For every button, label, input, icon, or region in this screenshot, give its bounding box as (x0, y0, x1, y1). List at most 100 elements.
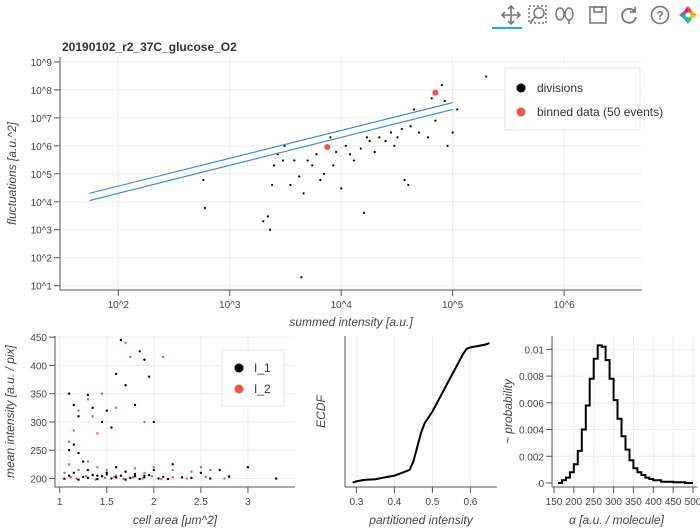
division-point (302, 192, 305, 195)
x-tick-label: 1 (57, 497, 63, 508)
x-tick-label: 0.3 (349, 497, 363, 508)
reset-icon[interactable] (618, 4, 640, 26)
I_1-point (133, 403, 137, 407)
I_2-point (124, 341, 127, 344)
legend-I_2-label: I_2 (254, 382, 271, 396)
help-icon[interactable]: ? (649, 4, 671, 26)
I_1-point (209, 477, 212, 480)
I_1-point (143, 476, 146, 479)
division-point (266, 215, 269, 218)
I_2-point (84, 475, 88, 478)
I_2-point (94, 478, 97, 481)
I_1-point (110, 477, 113, 480)
I_2-point (113, 475, 116, 479)
I_2-point (75, 477, 78, 480)
division-point (384, 139, 387, 143)
I_1-point (114, 466, 118, 469)
legend-I_1-label: I_1 (254, 361, 271, 375)
I_2-point (185, 477, 188, 480)
y-tick-label: 10^1 (31, 282, 53, 293)
x-axis-label: summed intensity [a.u.] (289, 315, 413, 329)
x-tick-label: 0.5 (425, 497, 439, 508)
I_2-point (86, 460, 90, 463)
wheel-zoom-icon[interactable] (554, 4, 576, 26)
division-point (298, 175, 301, 178)
I_1-point (162, 475, 165, 479)
x-axis-label: partitioned intensity (368, 513, 473, 527)
move-arrows-icon[interactable] (500, 4, 522, 26)
I_1-point (143, 474, 146, 477)
legend-I_2-marker (234, 384, 244, 394)
I_2-point (96, 466, 99, 469)
I_1-point (119, 338, 123, 342)
histogram-line (558, 344, 693, 484)
box-zoom-icon[interactable] (527, 4, 549, 26)
I_2-point (96, 432, 99, 435)
division-point (430, 97, 433, 100)
I_1-point (138, 477, 141, 481)
I_1-point (124, 478, 127, 481)
I_2-point (209, 468, 212, 472)
division-point (403, 178, 406, 182)
division-point (446, 144, 449, 147)
division-point (365, 136, 368, 139)
division-point (393, 144, 396, 147)
I_1-point (100, 475, 104, 478)
I_2-point (69, 476, 73, 479)
x-tick-label: 2 (151, 497, 157, 508)
I_2-point (63, 471, 66, 475)
y-tick-label: 10^6 (31, 142, 53, 153)
y-tick-label: 10^5 (31, 170, 53, 181)
scatter-legend: I_1 I_2 (221, 349, 285, 407)
I_1-point (77, 415, 80, 418)
I_1-point (72, 471, 76, 475)
I_1-point (105, 471, 108, 475)
I_2-point (105, 468, 108, 472)
I_2-point (133, 467, 137, 470)
x-tick-label: 10^4 (330, 300, 352, 311)
division-point (322, 172, 326, 175)
x-tick-label: 10^2 (108, 300, 130, 311)
I_1-point (67, 449, 71, 452)
I_2-point (171, 468, 174, 472)
legend-binned-marker (516, 107, 526, 117)
division-point (315, 153, 318, 156)
I_1-point (129, 476, 132, 480)
I_2-point (131, 476, 135, 479)
save-icon[interactable] (587, 4, 609, 26)
I_2-point (204, 475, 207, 479)
x-tick-label: 2.5 (194, 497, 208, 508)
I_1-point (166, 477, 170, 481)
y-axis-label: ~ probability (501, 378, 515, 444)
I_2-point (199, 466, 203, 469)
legend-binned-label: binned data (50 events) (537, 105, 663, 119)
I_1-point (96, 474, 99, 477)
division-point (281, 159, 285, 162)
I_1-point (138, 350, 141, 353)
I_1-point (152, 468, 156, 472)
y-tick-label: 10^9 (31, 58, 53, 69)
I_1-point (190, 476, 193, 480)
bokeh-logo-icon[interactable] (677, 4, 699, 26)
I_1-point (246, 466, 250, 469)
y-tick-label: 10^8 (31, 86, 53, 97)
x-tick-label: 300 (605, 497, 622, 508)
x-tick-label: 3 (245, 497, 251, 508)
I_1-point (180, 476, 184, 479)
binned-point (324, 144, 331, 151)
I_1-point (72, 403, 76, 407)
I_1-point (86, 468, 90, 472)
y-tick-label: 10^4 (31, 198, 53, 209)
y-tick-label: 300 (30, 418, 47, 429)
division-point (271, 183, 274, 187)
division-point (311, 164, 314, 167)
division-point (306, 159, 309, 162)
division-point (485, 75, 488, 78)
I_1-point (199, 471, 203, 475)
I_2-point (86, 398, 90, 401)
I_1-point (105, 409, 108, 412)
